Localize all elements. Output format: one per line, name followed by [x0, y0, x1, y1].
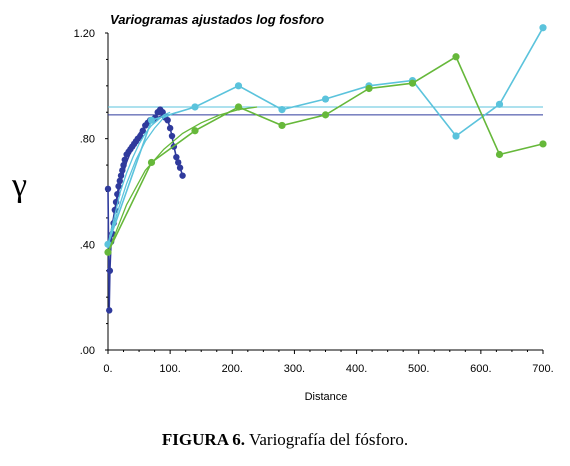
data-point	[539, 140, 547, 148]
data-point	[408, 79, 417, 87]
series-group	[104, 24, 547, 314]
data-point	[166, 124, 174, 132]
data-point	[539, 24, 547, 32]
data-point	[191, 127, 199, 135]
x-tick-label: 500.	[408, 363, 429, 375]
y-tick-label: .00	[80, 345, 95, 357]
y-axis-label: γ	[11, 167, 27, 204]
data-point	[168, 132, 176, 140]
x-tick-label: 100.	[159, 363, 180, 375]
x-tick-label: 200.	[222, 363, 243, 375]
data-point	[495, 150, 504, 159]
variogram-chart: Variogramas ajustados log fosforo γ Dist…	[11, 12, 554, 403]
x-tick-label: 400.	[346, 363, 367, 375]
x-tick-label: 700.	[532, 363, 553, 375]
figure-caption: FIGURA 6. Variografía del fósforo.	[0, 430, 570, 450]
axes: .00 .40 .80 1.20 0. 100. 200. 300. 400. 500. 600. 7…	[74, 28, 554, 375]
data-point	[176, 164, 184, 171]
caption-text: Variografía del fósforo.	[245, 430, 409, 449]
model-variogram-line	[107, 114, 171, 250]
data-point	[104, 185, 112, 193]
data-point	[495, 100, 504, 108]
x-tick-label: 0.	[103, 363, 112, 375]
data-point	[278, 121, 286, 130]
data-point	[321, 95, 330, 103]
x-axis-label: Distance	[305, 391, 348, 403]
y-tick-label: 1.20	[74, 28, 95, 40]
chart-title: Variogramas ajustados log fosforo	[110, 12, 324, 27]
data-point	[147, 116, 156, 124]
data-point	[159, 109, 166, 116]
model-variogram-line	[107, 106, 258, 253]
data-point	[452, 53, 460, 61]
data-point	[234, 82, 243, 90]
y-tick-label: .80	[80, 134, 95, 146]
x-tick-label: 300.	[284, 363, 305, 375]
model-variogram-line	[107, 111, 171, 245]
experimental-variogram-line	[107, 55, 544, 253]
data-point	[452, 132, 460, 140]
model-variogram-line	[107, 111, 177, 245]
data-point	[179, 172, 186, 179]
caption-label: FIGURA 6.	[161, 430, 246, 449]
data-point	[173, 153, 180, 161]
data-point	[139, 127, 146, 134]
data-point	[321, 111, 330, 119]
data-point	[191, 103, 199, 111]
data-point	[106, 307, 113, 314]
x-tick-label: 600.	[470, 363, 491, 375]
y-tick-label: .40	[80, 239, 95, 251]
data-point	[175, 159, 182, 166]
data-point	[365, 84, 373, 93]
data-point	[106, 267, 114, 274]
data-point	[278, 106, 286, 114]
data-point	[164, 116, 171, 124]
